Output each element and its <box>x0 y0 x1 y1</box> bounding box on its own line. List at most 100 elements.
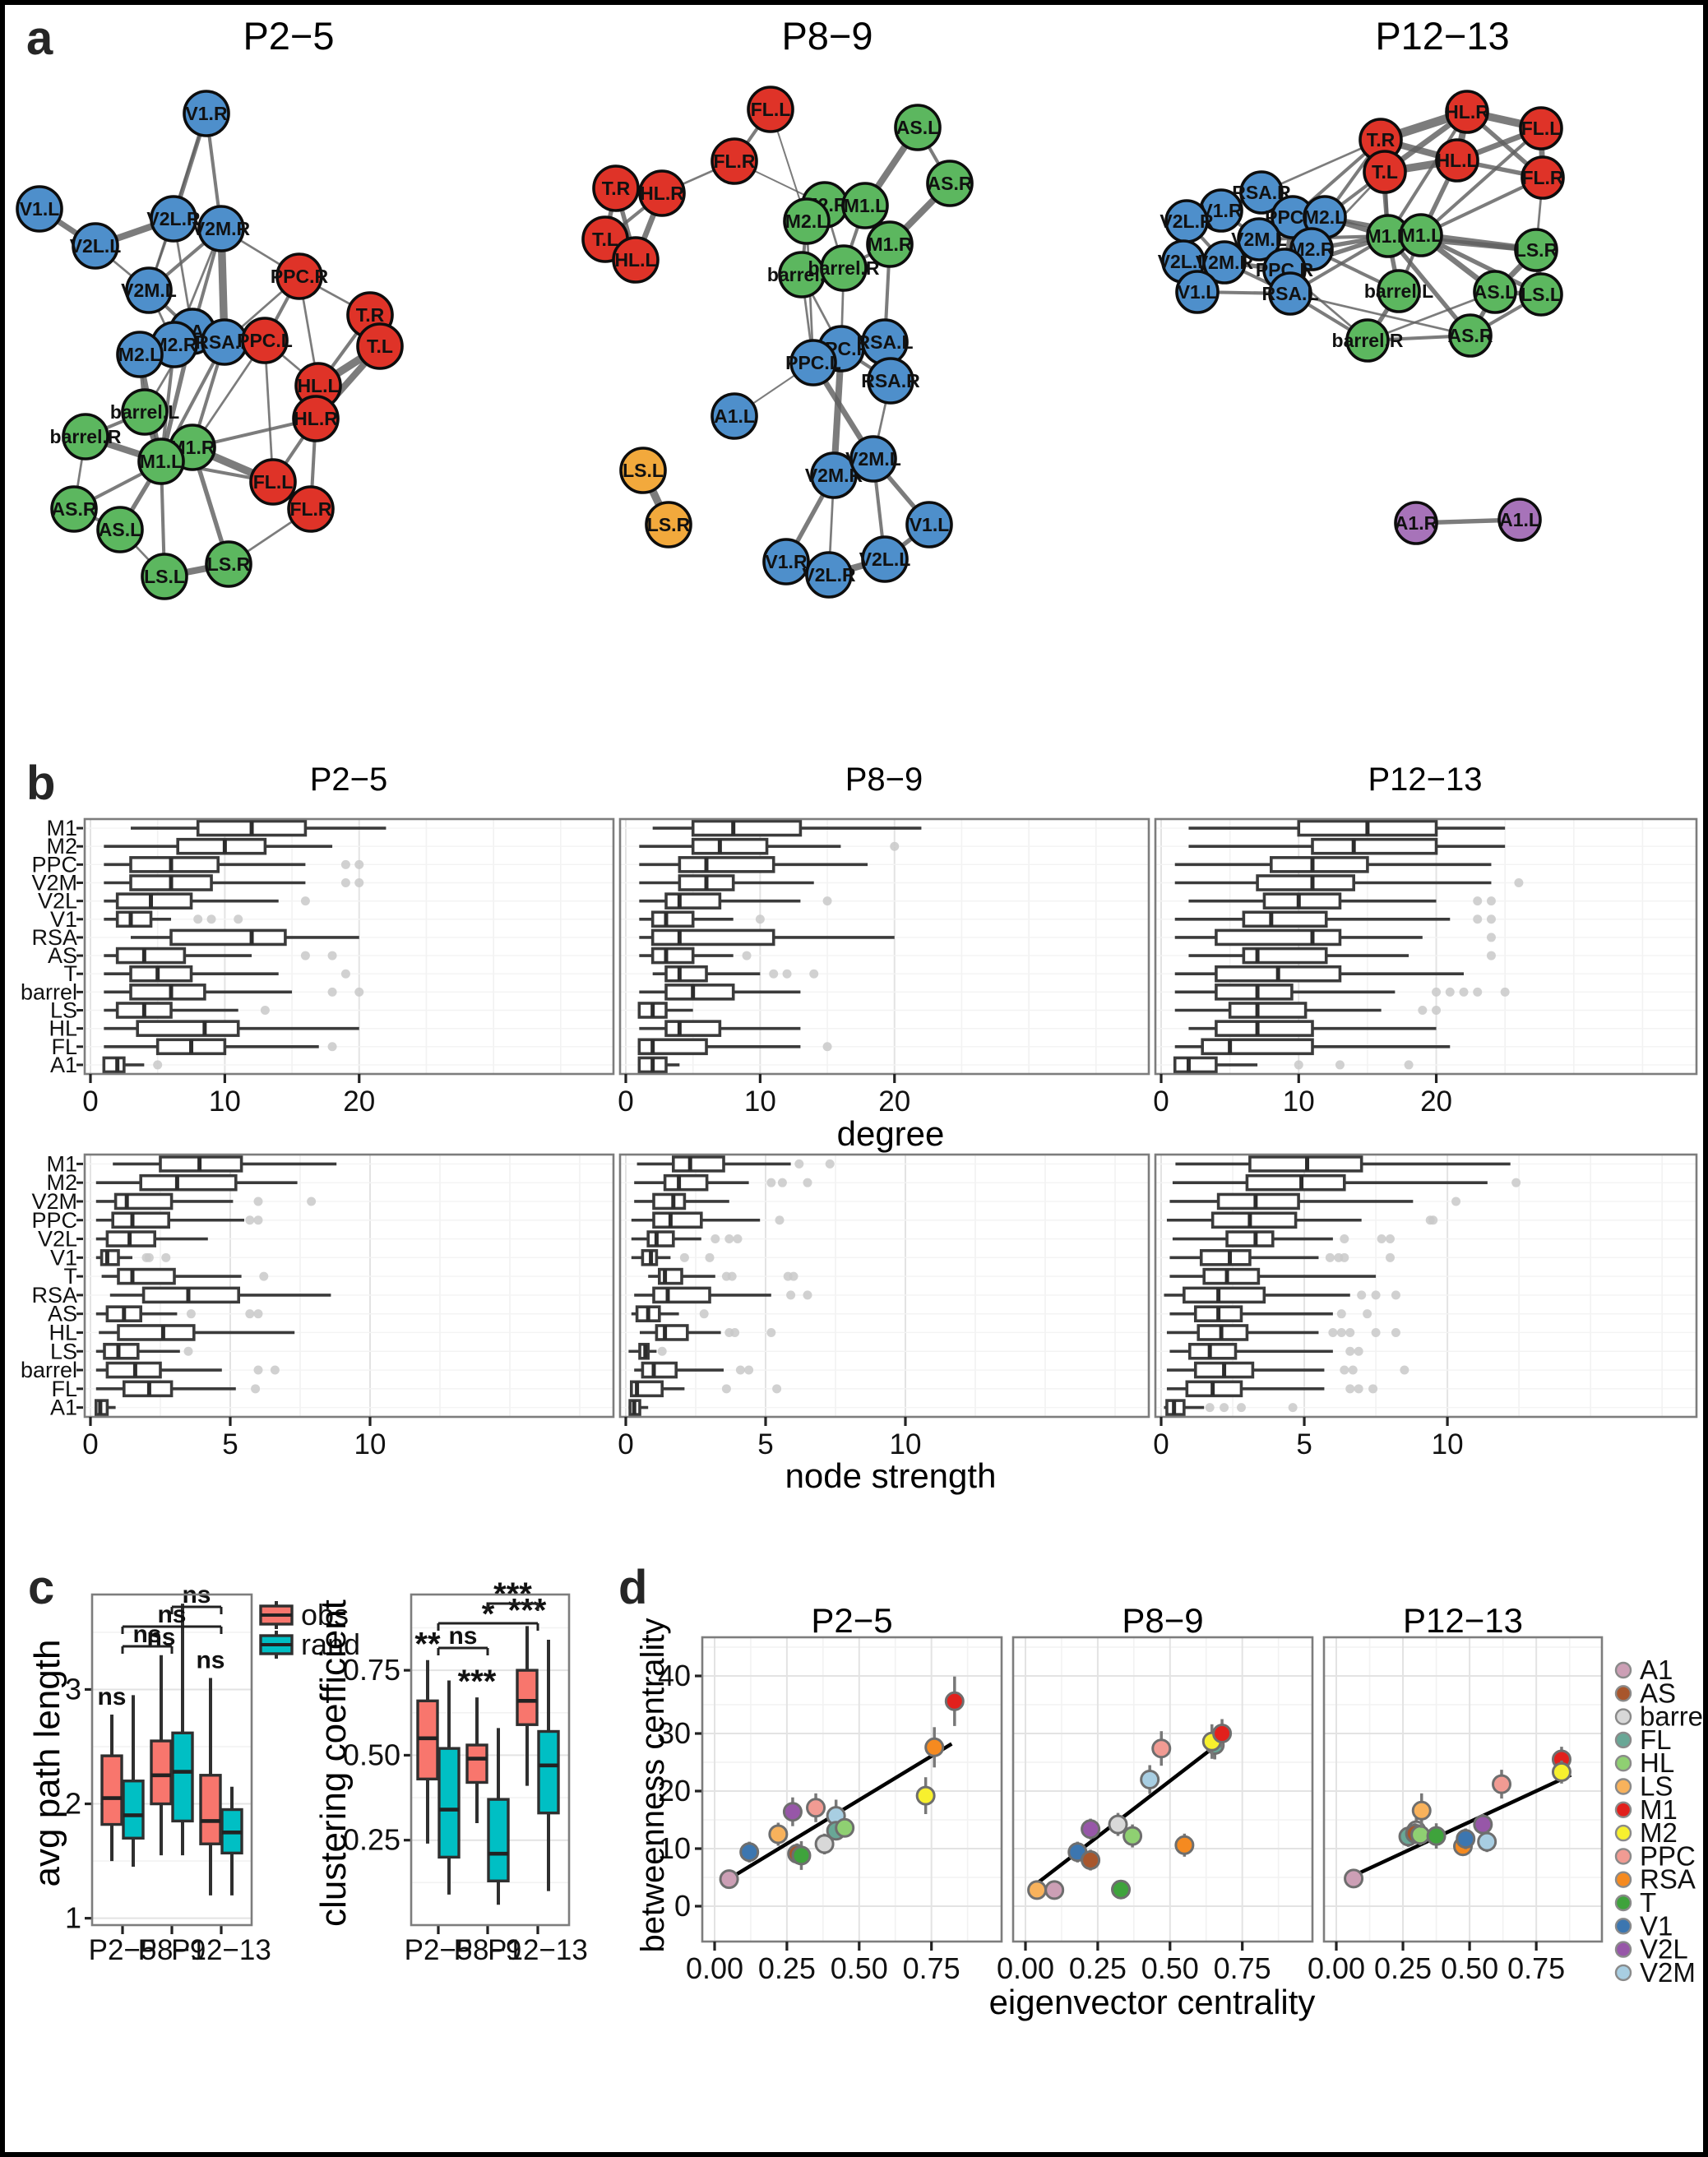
svg-text:10: 10 <box>354 1428 386 1460</box>
scatter-point <box>806 1798 826 1818</box>
boxrow-title-p8-9: P8−9 <box>845 761 923 798</box>
svg-text:T.R: T.R <box>356 304 385 326</box>
box-outlier <box>1404 1060 1414 1070</box>
scatter-point <box>1492 1774 1512 1794</box>
box-iqr <box>1245 1173 1346 1192</box>
network-title-p12-13: P12−13 <box>1375 14 1510 58</box>
box-outlier <box>245 1309 255 1319</box>
svg-text:P8−9: P8−9 <box>454 1934 522 1966</box>
svg-text:LS: LS <box>1640 1771 1673 1802</box>
svg-text:LS.L: LS.L <box>623 460 664 481</box>
box-iqr <box>1215 928 1342 947</box>
svg-text:5: 5 <box>1296 1428 1312 1460</box>
network-node <box>1514 228 1558 272</box>
svg-text:0: 0 <box>1153 1085 1169 1118</box>
network-node <box>116 331 164 378</box>
network-node <box>762 538 810 586</box>
box-outlier <box>1340 1365 1349 1375</box>
svg-text:V1: V1 <box>50 907 77 932</box>
svg-text:V2L.R: V2L.R <box>1159 211 1214 232</box>
network-node <box>841 182 889 229</box>
svg-text:PPC: PPC <box>1640 1840 1696 1871</box>
network-node <box>292 395 340 442</box>
box-iqr <box>664 1020 722 1037</box>
box-iqr <box>102 1056 126 1074</box>
box-iqr <box>664 892 722 910</box>
box-outlier <box>742 951 752 960</box>
box-outlier <box>803 1290 812 1300</box>
box-outlier <box>144 1252 154 1262</box>
box-iqr <box>100 1249 120 1266</box>
box-iqr <box>150 1739 173 1806</box>
svg-text:FL: FL <box>51 1035 77 1059</box>
box-outlier <box>744 1365 754 1375</box>
scatter-point <box>782 1802 803 1822</box>
svg-text:RSA: RSA <box>1640 1864 1696 1895</box>
box-outlier <box>1294 1060 1303 1070</box>
box-outlier <box>354 859 364 869</box>
svg-text:A1: A1 <box>50 1053 77 1077</box>
scatter-panel: 0.00 0.25 0.50 0.75 <box>997 1636 1314 1985</box>
network-node <box>867 357 914 405</box>
box-iqr <box>465 1743 488 1784</box>
legend-dot <box>1614 1801 1632 1819</box>
svg-text:PPC.L: PPC.L <box>237 330 293 351</box>
box-outlier <box>1432 987 1442 997</box>
scatter-point <box>739 1842 760 1863</box>
svg-text:V1.L: V1.L <box>20 198 60 220</box>
box-outlier <box>775 1215 785 1225</box>
svg-text:M2: M2 <box>1640 1817 1678 1848</box>
svg-text:T.R: T.R <box>1367 129 1396 150</box>
box-outlier <box>733 1234 743 1244</box>
box-outlier <box>1205 1403 1215 1413</box>
box-outlier <box>354 987 364 997</box>
svg-text:20: 20 <box>1420 1085 1452 1118</box>
box-iqr <box>1228 1002 1308 1019</box>
svg-text:10: 10 <box>890 1428 922 1460</box>
svg-text:HL.L: HL.L <box>1436 150 1478 171</box>
box-iqr <box>691 837 769 855</box>
svg-text:V2L.L: V2L.L <box>1158 251 1210 272</box>
box-outlier <box>730 1327 740 1337</box>
svg-text:V1: V1 <box>50 1245 77 1270</box>
box-iqr <box>691 819 803 837</box>
box-outlier <box>1371 1290 1381 1300</box>
svg-text:V1.L: V1.L <box>910 514 950 535</box>
box-iqr <box>139 1173 238 1192</box>
box-iqr <box>652 1211 703 1229</box>
network-node <box>50 485 98 533</box>
network-node <box>1497 498 1542 542</box>
network-node <box>1519 106 1563 150</box>
box-iqr <box>111 1211 170 1229</box>
box-iqr <box>171 1731 194 1823</box>
box-iqr <box>1242 947 1328 965</box>
scatter-point <box>1473 1814 1493 1835</box>
box-outlier <box>1445 987 1455 997</box>
box-outlier <box>260 1006 270 1015</box>
network-node <box>1363 150 1407 194</box>
svg-text:FL.L: FL.L <box>253 471 294 493</box>
network-node <box>820 244 868 292</box>
scatter-panel: 0.00 0.25 0.50 0.75 0 10 20 30 40 <box>658 1636 1003 1985</box>
svg-text:LS.L: LS.L <box>1521 284 1562 305</box>
svg-text:LS.R: LS.R <box>1515 239 1558 261</box>
network-graph: V1.RV1.LV2L.RV2M.RV2L.LV2M.LPPC.RT.RT.LR… <box>16 90 404 600</box>
network-node <box>249 458 297 506</box>
box-outlier <box>245 1215 255 1225</box>
legend-dot <box>1614 1964 1632 1982</box>
svg-text:0.75: 0.75 <box>343 1653 400 1687</box>
box-outlier <box>705 1252 715 1262</box>
svg-text:***: *** <box>458 1664 497 1700</box>
network-node <box>16 185 63 233</box>
svg-text:A1.L: A1.L <box>1499 509 1540 530</box>
scatter-point <box>768 1824 789 1845</box>
box-outlier <box>1354 1346 1363 1356</box>
network-node <box>275 252 323 300</box>
box-outlier <box>1486 914 1496 924</box>
svg-text:0.50: 0.50 <box>1141 1951 1199 1985</box>
svg-text:HL: HL <box>1640 1747 1674 1778</box>
network-node <box>1473 270 1517 314</box>
boxplot-panel: 0 5 10 <box>1153 1153 1698 1460</box>
box-outlier <box>251 1384 261 1394</box>
